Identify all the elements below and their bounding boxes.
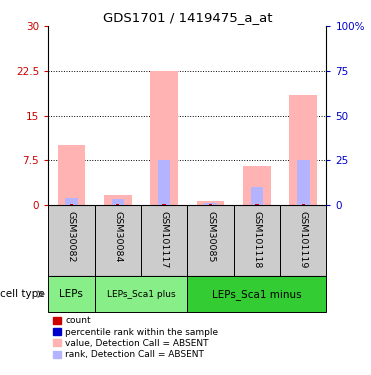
Bar (209, 204, 212, 205)
Bar (116, 204, 119, 205)
Text: GSM101118: GSM101118 (252, 210, 262, 268)
Bar (255, 204, 259, 205)
Bar (204, 203, 217, 205)
Bar (187, 205, 234, 276)
Bar (70, 204, 73, 205)
Title: GDS1701 / 1419475_a_at: GDS1701 / 1419475_a_at (103, 11, 272, 24)
Bar (95, 276, 187, 312)
Text: GSM30084: GSM30084 (113, 210, 122, 262)
Text: GSM101117: GSM101117 (160, 210, 169, 268)
Bar (297, 160, 309, 205)
Text: GSM30085: GSM30085 (206, 210, 215, 262)
Bar (104, 195, 132, 205)
Bar (150, 71, 178, 205)
Bar (58, 145, 85, 205)
Bar (48, 276, 95, 312)
Bar (187, 276, 326, 312)
Text: cell type: cell type (0, 289, 48, 299)
Text: LEPs_Sca1 minus: LEPs_Sca1 minus (212, 289, 302, 300)
Text: LEPs_Sca1 plus: LEPs_Sca1 plus (107, 290, 175, 298)
Bar (158, 160, 170, 205)
Bar (289, 95, 317, 205)
Bar (251, 187, 263, 205)
Bar (197, 201, 224, 205)
Bar (243, 166, 271, 205)
Bar (48, 205, 95, 276)
Bar (280, 205, 326, 276)
Bar (141, 205, 187, 276)
Bar (65, 198, 78, 205)
Bar (95, 205, 141, 276)
Bar (302, 204, 305, 205)
Text: GSM101119: GSM101119 (299, 210, 308, 268)
Bar (234, 205, 280, 276)
Text: GSM30082: GSM30082 (67, 210, 76, 262)
Bar (112, 199, 124, 205)
Text: LEPs: LEPs (59, 289, 83, 299)
Bar (162, 204, 166, 205)
Legend: count, percentile rank within the sample, value, Detection Call = ABSENT, rank, : count, percentile rank within the sample… (53, 316, 219, 359)
